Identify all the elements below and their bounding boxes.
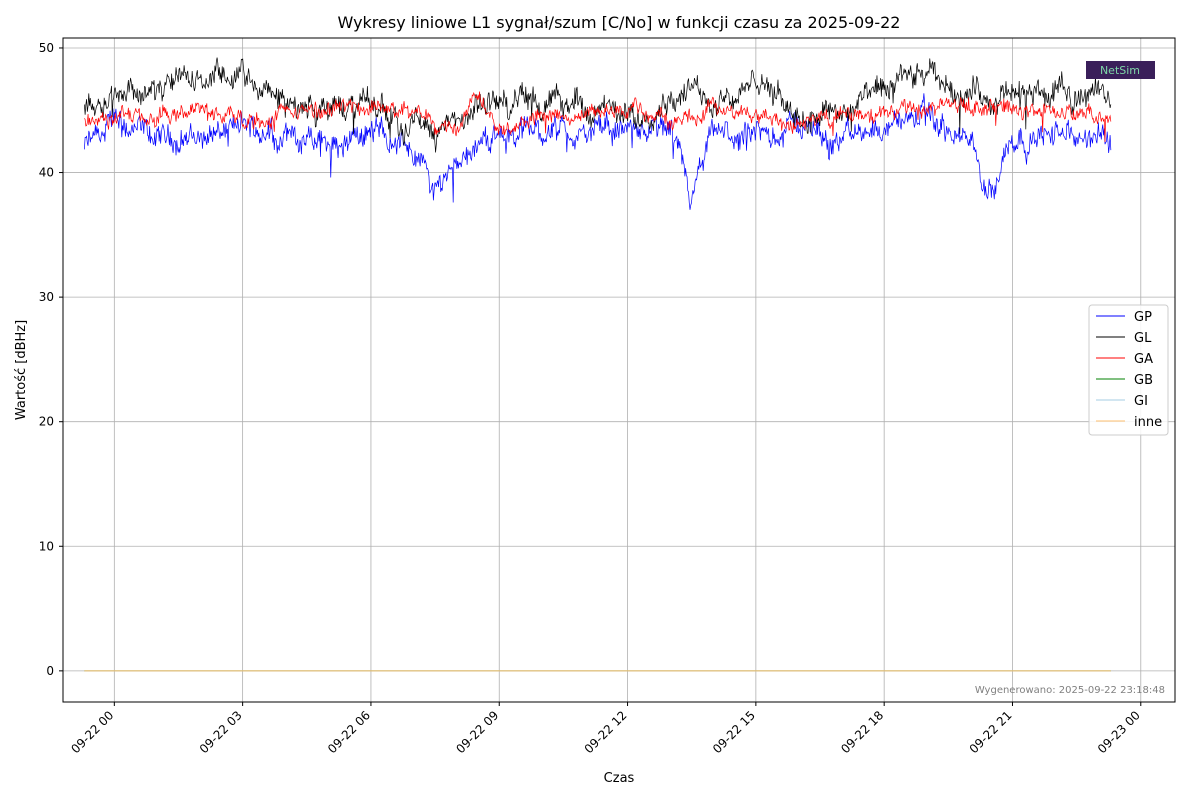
legend-label-ga: GA	[1134, 352, 1153, 367]
logo: NetSim	[1086, 61, 1155, 79]
legend-label-inne: inne	[1134, 415, 1162, 430]
x-axis-title: Czas	[604, 771, 635, 786]
chart-title: Wykresy liniowe L1 sygnał/szum [C/No] w …	[338, 13, 901, 32]
legend-label-gp: GP	[1134, 310, 1152, 325]
legend-label-gi: GI	[1134, 394, 1148, 409]
legend-label-gl: GL	[1134, 331, 1152, 346]
series-line-ga	[84, 91, 1112, 142]
y-tick-label: 30	[39, 290, 54, 304]
plot-frame	[62, 37, 1176, 703]
legend-label-gb: GB	[1134, 373, 1153, 388]
generated-timestamp: Wygenerowano: 2025-09-22 23:18:48	[975, 685, 1165, 696]
y-tick-label: 0	[46, 664, 54, 678]
legend: GP GL GA GB GI inne	[1088, 304, 1169, 436]
y-axis: 0 10 20 30 40 50	[39, 41, 63, 678]
plot-area	[84, 57, 1112, 672]
y-tick-label: 40	[39, 166, 54, 180]
y-tick-label: 20	[39, 415, 54, 429]
logo-text: NetSim	[1100, 64, 1140, 77]
grid	[63, 38, 1175, 702]
y-axis-title: Wartość [dBHz]	[14, 320, 29, 420]
y-tick-label: 10	[39, 539, 54, 553]
series-line-gp	[84, 93, 1112, 210]
series-group	[84, 57, 1112, 672]
y-tick-label: 50	[39, 41, 54, 55]
logo-background	[1086, 61, 1155, 79]
